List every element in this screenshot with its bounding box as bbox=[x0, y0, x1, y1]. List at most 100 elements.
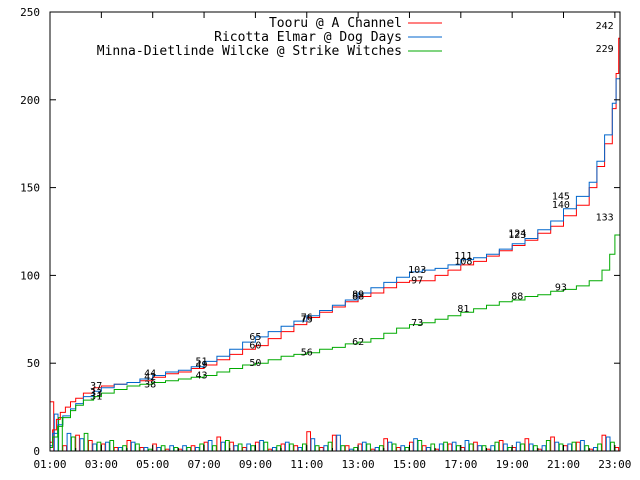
bar bbox=[575, 441, 581, 452]
bar bbox=[550, 436, 555, 452]
x-tick-label: 05:00 bbox=[136, 458, 169, 471]
bar bbox=[366, 443, 371, 452]
bar bbox=[379, 445, 384, 452]
bar bbox=[524, 438, 530, 452]
bar bbox=[494, 441, 500, 452]
bar bbox=[88, 440, 93, 452]
bar bbox=[567, 443, 572, 452]
bar bbox=[344, 445, 350, 452]
bar bbox=[118, 447, 123, 452]
x-tick-label: 07:00 bbox=[187, 458, 220, 471]
data-label: 76 bbox=[301, 313, 313, 324]
bar bbox=[237, 443, 243, 452]
series-line-2 bbox=[50, 217, 621, 448]
bar bbox=[357, 443, 363, 452]
bar bbox=[597, 443, 602, 452]
bar bbox=[314, 445, 320, 452]
bar bbox=[447, 443, 453, 452]
bar bbox=[284, 441, 290, 452]
bar bbox=[276, 445, 281, 452]
data-label: 93 bbox=[555, 283, 567, 294]
data-label: 242 bbox=[596, 21, 614, 32]
bar bbox=[126, 440, 132, 452]
series-line-0 bbox=[50, 20, 621, 443]
bar bbox=[507, 447, 513, 452]
bar bbox=[310, 438, 316, 452]
bar bbox=[293, 445, 299, 452]
bar bbox=[400, 445, 406, 452]
bar bbox=[173, 447, 179, 452]
x-tick-label: 17:00 bbox=[444, 458, 477, 471]
bar bbox=[515, 441, 521, 452]
data-label: 43 bbox=[195, 371, 207, 382]
data-label: 38 bbox=[144, 379, 156, 390]
data-label: 65 bbox=[249, 332, 261, 343]
data-label: 37 bbox=[90, 381, 102, 392]
bar bbox=[464, 440, 470, 452]
bar bbox=[70, 436, 76, 452]
data-label: 56 bbox=[301, 348, 313, 359]
bar bbox=[58, 417, 63, 452]
bar bbox=[96, 441, 102, 452]
bar bbox=[250, 445, 256, 452]
bar bbox=[182, 445, 187, 452]
bar bbox=[143, 447, 149, 452]
bar bbox=[610, 441, 615, 452]
x-tick-label: 03:00 bbox=[85, 458, 118, 471]
bar bbox=[242, 447, 247, 452]
bar bbox=[374, 447, 380, 452]
data-label: 140 bbox=[552, 200, 570, 211]
bar bbox=[130, 441, 136, 452]
series-lines bbox=[50, 20, 621, 448]
bar bbox=[426, 447, 431, 452]
y-tick-label: 50 bbox=[27, 357, 40, 370]
bar bbox=[451, 441, 457, 452]
x-tick-label: 21:00 bbox=[547, 458, 580, 471]
bar bbox=[601, 434, 607, 452]
y-tick-label: 200 bbox=[20, 94, 40, 107]
series-line-1 bbox=[50, 50, 621, 447]
bar bbox=[473, 441, 478, 452]
bar bbox=[520, 443, 525, 452]
bar bbox=[229, 441, 234, 452]
bar bbox=[203, 441, 209, 452]
x-tick-label: 11:00 bbox=[290, 458, 323, 471]
data-label: 124 bbox=[508, 228, 526, 239]
bar bbox=[169, 445, 175, 452]
bar bbox=[558, 443, 564, 452]
bar bbox=[190, 445, 196, 452]
bar bbox=[207, 440, 213, 452]
data-label: 111 bbox=[454, 251, 472, 262]
bar bbox=[105, 441, 110, 452]
bar bbox=[306, 431, 311, 452]
bar bbox=[511, 447, 517, 452]
x-tick-label: 19:00 bbox=[496, 458, 529, 471]
bar bbox=[563, 445, 568, 452]
bar bbox=[113, 447, 119, 452]
data-label: 89 bbox=[352, 290, 364, 301]
x-tick-label: 23:00 bbox=[598, 458, 631, 471]
bar bbox=[233, 445, 239, 452]
data-label: 73 bbox=[411, 318, 423, 329]
bar bbox=[289, 443, 294, 452]
data-label: 33 bbox=[90, 388, 102, 399]
bar bbox=[438, 443, 444, 452]
legend-label: Tooru @ A Channel bbox=[269, 16, 402, 31]
bar bbox=[404, 447, 410, 452]
bar bbox=[443, 441, 448, 452]
value-labels: 37 42 49 60 76 88 97 108 123 140 242 33 44 51 65 75 89 10… bbox=[90, 21, 613, 403]
bar bbox=[225, 440, 230, 452]
bar bbox=[614, 447, 620, 452]
bar bbox=[387, 441, 393, 452]
x-tick-label: 09:00 bbox=[239, 458, 272, 471]
bar bbox=[220, 441, 226, 452]
bar bbox=[246, 443, 252, 452]
bar bbox=[156, 447, 162, 452]
data-label: 49 bbox=[195, 360, 207, 371]
bar bbox=[468, 443, 474, 452]
data-label: 81 bbox=[457, 304, 469, 315]
bar bbox=[92, 443, 98, 452]
bar bbox=[481, 445, 487, 452]
bar bbox=[216, 436, 222, 452]
